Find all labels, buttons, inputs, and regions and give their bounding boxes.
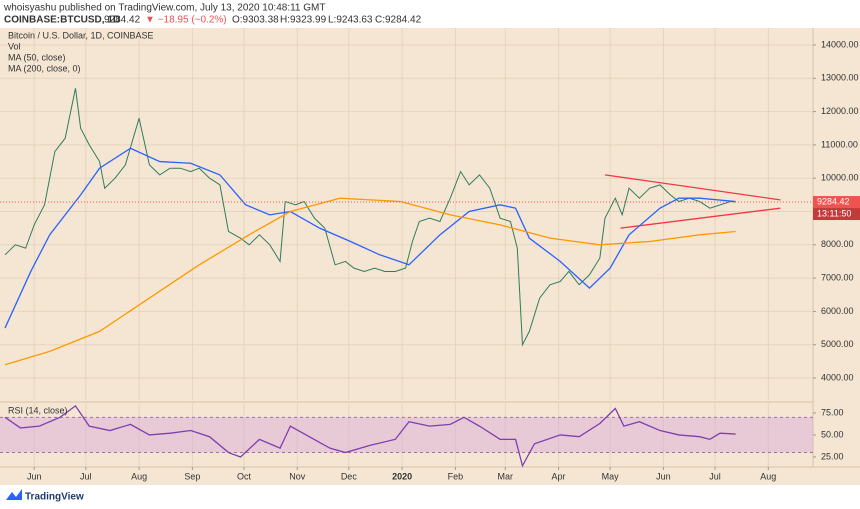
y-tick-label: 7000.00 [821, 272, 854, 282]
x-tick-label: Jun [656, 471, 671, 481]
last-price-label: 9284.42 [817, 196, 850, 206]
x-tick-label: Jun [27, 471, 42, 481]
x-tick-label: May [602, 471, 620, 481]
last: 9284.42 [104, 15, 141, 26]
x-tick-label: Sep [184, 471, 200, 481]
change: ▼ −18.95 (−0.2%) [145, 15, 227, 26]
pane-title: RSI (14, close) [8, 405, 68, 415]
x-tick-label: Oct [237, 471, 252, 481]
published-line: whoisyashu published on TradingView.com,… [3, 3, 326, 14]
footer-logo: TradingView [6, 489, 84, 503]
series-line [4, 147, 736, 329]
series-line [604, 174, 781, 201]
pane-title: Bitcoin / U.S. Dollar, 1D, COINBASE [8, 30, 154, 40]
rsi-band [0, 417, 813, 453]
y-tick-label: 13000.00 [821, 73, 859, 83]
brand: TradingView [25, 492, 84, 503]
y-tick-label: 10000.00 [821, 173, 859, 183]
y-tick-label: 12000.00 [821, 106, 859, 116]
y-tick-label: 6000.00 [821, 306, 854, 316]
x-tick-label: Mar [498, 471, 514, 481]
quote-line: COINBASE:BTCUSD, 1D 9284.42 ▼ −18.95 (−0… [4, 15, 422, 26]
logo-icon [6, 489, 22, 500]
open: O:9303.38 [232, 15, 279, 26]
legend-entry: MA (200, close, 0) [8, 63, 81, 73]
series-line [4, 88, 736, 347]
countdown-tag [813, 208, 860, 221]
volume-label: Vol [8, 41, 21, 51]
y-tick-label: 14000.00 [821, 39, 859, 49]
chart-background [0, 28, 860, 485]
plot: 4000.005000.006000.007000.008000.009000.… [0, 28, 860, 481]
last-price-tag [813, 196, 860, 209]
series-line [4, 197, 736, 366]
symbol: COINBASE:BTCUSD, 1D [4, 15, 120, 26]
series-line [4, 404, 736, 468]
x-tick-label: Nov [289, 471, 306, 481]
y-tick-label: 50.00 [821, 429, 844, 439]
x-tick-label: 2020 [392, 471, 412, 481]
y-tick-label: 8000.00 [821, 239, 854, 249]
low: L:9243.63 [328, 15, 373, 26]
y-tick-label: 75.00 [821, 407, 844, 417]
y-tick-label: 25.00 [821, 451, 844, 461]
x-tick-label: Dec [341, 471, 358, 481]
series-line [620, 207, 781, 229]
x-tick-label: Apr [552, 471, 566, 481]
y-tick-label: 5000.00 [821, 339, 854, 349]
close: C:9284.42 [375, 15, 422, 26]
x-tick-label: Aug [760, 471, 776, 481]
x-tick-label: Feb [448, 471, 464, 481]
legend-entry: MA (50, close) [8, 52, 66, 62]
y-tick-label: 11000.00 [821, 139, 858, 149]
y-tick-label: 4000.00 [821, 372, 854, 382]
x-tick-label: Jul [80, 471, 92, 481]
countdown: 13:11:50 [817, 208, 851, 218]
x-tick-label: Aug [131, 471, 147, 481]
x-tick-label: Jul [709, 471, 721, 481]
high: H:9323.99 [280, 15, 327, 26]
